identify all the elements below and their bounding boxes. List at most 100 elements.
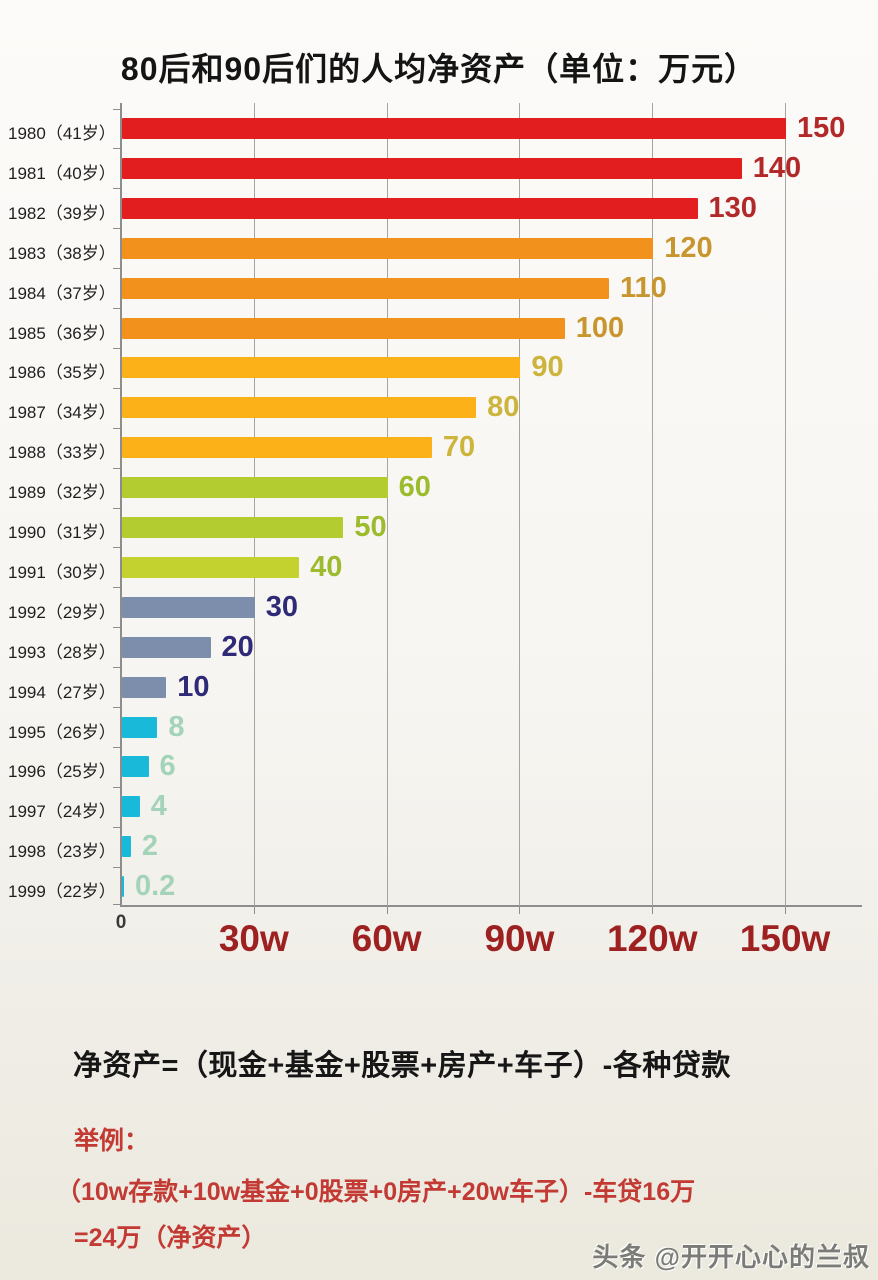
- bar: [122, 237, 654, 259]
- bar-value-label: 0.2: [135, 870, 176, 903]
- bar: [122, 556, 300, 578]
- y-axis-label: 1981（40岁）: [8, 163, 116, 183]
- y-axis-label: 1999（22岁）: [8, 882, 116, 902]
- y-axis-label: 1994（27岁）: [8, 682, 116, 702]
- x-axis-tick-label: 150w: [739, 918, 831, 959]
- bar: [122, 796, 140, 818]
- bar: [122, 876, 124, 898]
- y-axis-tick: [113, 347, 121, 349]
- gridline: [519, 103, 521, 906]
- y-axis-label: 1991（30岁）: [8, 562, 116, 582]
- bar-value-label: 100: [575, 311, 625, 344]
- bar-value-label: 40: [310, 550, 343, 583]
- gridline: [386, 103, 388, 906]
- y-axis-label: 1998（23岁）: [8, 842, 116, 862]
- y-axis-label: 1984（37岁）: [8, 283, 116, 303]
- bar: [122, 437, 432, 459]
- watermark: 头条 @开开心心的兰叔: [592, 1242, 870, 1272]
- y-axis-tick: [113, 108, 121, 110]
- y-axis-tick: [113, 904, 121, 905]
- x-axis-tick-label: 90w: [484, 918, 555, 959]
- gridline: [652, 103, 654, 906]
- bar-value-label: 50: [354, 511, 387, 543]
- bar: [122, 676, 167, 698]
- bar-value-label: 10: [177, 670, 210, 703]
- x-axis-line: [120, 905, 862, 907]
- bar-value-label: 6: [159, 750, 176, 783]
- y-axis-tick: [113, 427, 121, 429]
- y-axis-label: 1982（39岁）: [8, 203, 116, 223]
- bar: [122, 197, 698, 219]
- bar-value-label: 2: [141, 830, 158, 863]
- bar-value-label: 140: [752, 151, 802, 184]
- bar: [122, 118, 787, 139]
- y-axis-label: 1983（38岁）: [8, 243, 116, 263]
- bar: [122, 756, 149, 778]
- bar-value-label: 110: [619, 271, 667, 304]
- bar-value-label: 90: [531, 351, 564, 384]
- x-axis-tick-label: 120w: [606, 918, 698, 959]
- bar: [122, 157, 742, 179]
- bar-value-label: 60: [398, 471, 431, 504]
- y-axis-tick: [113, 188, 121, 190]
- y-axis-tick: [113, 587, 121, 589]
- y-axis-label: 1992（29岁）: [8, 602, 116, 622]
- y-axis-label: 1987（34岁）: [8, 403, 116, 423]
- example-line-1: （10w存款+10w基金+0股票+0房产+20w车子）-车贷16万: [56, 1178, 696, 1206]
- bar-value-label: 4: [150, 790, 167, 823]
- x-axis-tick-label: 0: [115, 912, 127, 933]
- x-axis-tick: [253, 906, 255, 914]
- bar-value-label: 80: [487, 391, 520, 424]
- bar-value-label: 70: [442, 431, 476, 464]
- y-axis-label: 1988（33岁）: [8, 443, 116, 463]
- bar: [122, 716, 158, 738]
- bar-chart: 0 30w 60w 90w 120w 150w 1980（41岁） 150 1981（40岁） 1…: [0, 100, 878, 959]
- y-axis-tick: [113, 746, 121, 748]
- example-label: 举例：: [74, 1127, 150, 1155]
- y-axis-tick: [113, 467, 121, 469]
- y-axis-line: [120, 103, 122, 907]
- bar: [122, 317, 565, 339]
- bar: [122, 636, 211, 658]
- y-axis-label: 1989（32岁）: [8, 483, 116, 503]
- bar-value-label: 120: [664, 231, 713, 264]
- y-axis-tick: [113, 268, 121, 270]
- y-axis-tick: [113, 786, 121, 788]
- x-axis-tick: [519, 906, 521, 914]
- net-worth-formula-text: 净资产=（现金+基金+股票+房产+车子）-各种贷款: [73, 1050, 731, 1082]
- y-axis-label: 1985（36岁）: [8, 323, 116, 343]
- y-axis-tick: [113, 507, 121, 509]
- y-axis-tick: [113, 707, 121, 708]
- bar-value-label: 30: [265, 590, 299, 623]
- bar: [122, 357, 521, 379]
- y-axis-label: 1990（31岁）: [8, 523, 116, 542]
- y-axis-tick: [113, 308, 121, 309]
- bar: [122, 836, 131, 858]
- gridline: [785, 103, 787, 906]
- x-axis-tick: [386, 906, 388, 914]
- x-axis-tick: [785, 906, 787, 914]
- y-axis-label: 1993（28岁）: [8, 642, 116, 662]
- y-axis-tick: [113, 667, 121, 669]
- bar-value-label: 150: [797, 112, 846, 144]
- x-axis-tick-label: 30w: [218, 918, 289, 959]
- bar: [122, 596, 255, 618]
- y-axis-tick: [113, 148, 121, 150]
- bar: [122, 477, 388, 499]
- bar: [122, 277, 609, 299]
- chart-title: 80后和90后们的人均净资产（单位：万元）: [120, 51, 758, 87]
- bar-value-label: 8: [168, 710, 185, 743]
- y-axis-tick: [113, 866, 121, 868]
- x-axis-tick: [652, 906, 654, 914]
- bar-value-label: 130: [708, 191, 757, 224]
- y-axis-tick: [113, 228, 121, 230]
- bar: [122, 397, 477, 419]
- y-axis-tick: [113, 547, 121, 549]
- y-axis-tick: [113, 826, 121, 828]
- y-axis-label: 1995（26岁）: [8, 722, 116, 742]
- bar: [122, 517, 344, 538]
- y-axis-label: 1980（41岁）: [8, 124, 116, 143]
- bar-value-label: 20: [221, 630, 254, 663]
- x-axis-tick-label: 60w: [351, 918, 422, 959]
